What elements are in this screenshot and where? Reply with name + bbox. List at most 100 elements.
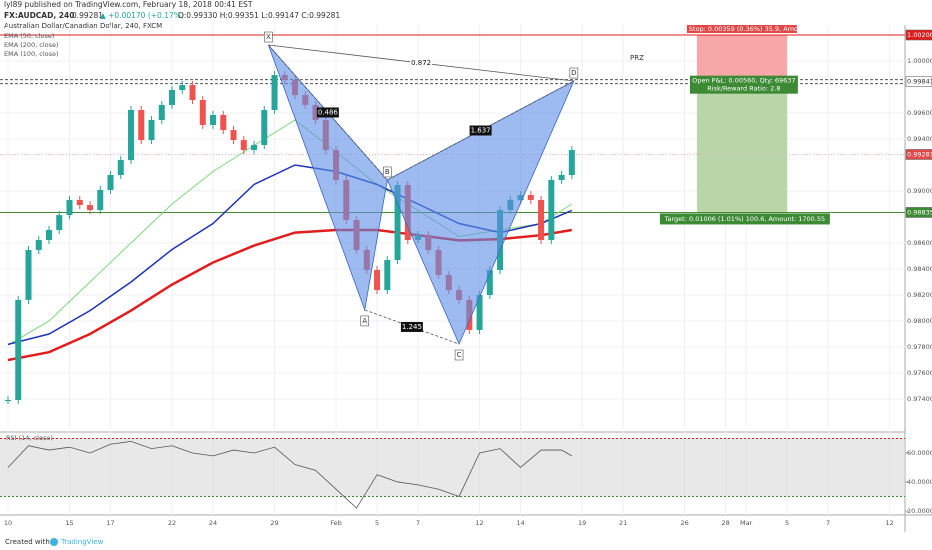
point-box	[383, 166, 392, 178]
x-tick-label: 5	[785, 519, 789, 527]
stop-text: Stop: 0.00359 (0.36%) 35.9, Amount: 750	[689, 25, 826, 33]
ratio-box	[469, 125, 492, 136]
pnl-box	[689, 75, 798, 94]
ratio-box	[410, 58, 433, 69]
point-box	[264, 31, 273, 43]
candle	[189, 85, 196, 101]
x-tick-label: Mar	[740, 519, 753, 527]
candle	[486, 270, 493, 295]
logo	[50, 538, 58, 546]
x-tick-label: 22	[168, 519, 176, 527]
y-tick-label: 0.99400	[907, 135, 932, 143]
stop-box	[686, 25, 797, 34]
y-tick-label: 0.98000	[907, 317, 932, 325]
candle	[35, 240, 42, 251]
point-box	[360, 315, 369, 327]
candle	[25, 250, 32, 300]
candle	[374, 270, 381, 291]
price-label: 1.00200	[907, 31, 932, 39]
rsi-tick-label: 20.0000	[907, 507, 932, 515]
x-tick-label: 17	[106, 519, 114, 527]
candle	[210, 114, 217, 125]
change: ▲ +0.00170 (+0.17%)	[100, 11, 184, 20]
candle	[251, 144, 258, 151]
footer-brand[interactable]: TradingView	[60, 538, 104, 546]
candle	[220, 114, 227, 131]
candle	[538, 199, 545, 241]
y-tick-label: 0.99000	[907, 187, 932, 195]
x-tick-label: 12	[885, 519, 893, 527]
rr-text: Risk/Reward Ratio: 2.8	[707, 85, 780, 93]
x-tick-label: 5	[375, 519, 379, 527]
x-tick-label: 10	[4, 519, 12, 527]
candle	[169, 89, 176, 105]
x-tick-label: 14	[516, 519, 524, 527]
y-tick-label: 0.97600	[907, 369, 932, 377]
candle	[66, 199, 73, 216]
y-tick-label: 0.97800	[907, 343, 932, 351]
x-tick-label: 29	[270, 519, 278, 527]
legend-entry: EMA (100, close)	[4, 50, 59, 58]
x-tick-label: 15	[65, 519, 73, 527]
candle	[199, 100, 206, 125]
y-tick-label: 0.98600	[907, 239, 932, 247]
candle	[15, 299, 22, 401]
point-label: D	[571, 69, 576, 77]
candle	[240, 140, 247, 151]
legend-entry: EMA (200, close)	[4, 41, 59, 49]
publisher: lyl89 published on TradingView.com, Febr…	[4, 0, 253, 9]
symbol: FX:AUDCAD, 240	[4, 11, 74, 20]
candle	[527, 195, 534, 200]
candle	[271, 75, 278, 111]
candle	[117, 160, 124, 176]
candle	[558, 175, 565, 180]
price-label: 0.99841	[907, 78, 932, 86]
candle	[261, 110, 268, 145]
candle	[138, 110, 145, 141]
x-tick-label: 26	[680, 519, 688, 527]
x-tick-label: 21	[619, 519, 627, 527]
y-tick-label: 0.99600	[907, 109, 932, 117]
candle	[230, 130, 237, 141]
candle	[476, 294, 483, 330]
candle	[394, 185, 401, 261]
point-label: C	[457, 351, 462, 359]
price-label-box	[905, 207, 932, 218]
candle	[4, 400, 11, 402]
legend-entry: EMA (50, close)	[4, 32, 54, 40]
rsi-band	[0, 438, 905, 497]
y-tick-label: 0.98200	[907, 291, 932, 299]
point-box	[454, 349, 464, 361]
ohlc: O:0.99330 H:0.99351 L:0.99147 C:0.99281	[178, 11, 340, 20]
point-box	[569, 67, 579, 79]
price-label: 0.98835	[907, 208, 932, 216]
price-label-box	[905, 76, 932, 87]
candle	[158, 104, 165, 121]
x-tick-label: 24	[209, 519, 217, 527]
price-label-box	[905, 149, 932, 160]
rsi-tick-label: 60.0000	[907, 449, 932, 457]
ratio-box	[316, 107, 339, 118]
candle	[179, 85, 186, 90]
point-label: X	[266, 33, 271, 41]
stop-zone	[696, 35, 788, 82]
price-label-box	[905, 29, 932, 41]
instrument: Australian Dollar/Canadian Dollar, 240, …	[4, 22, 162, 30]
candle	[56, 215, 63, 230]
target-zone	[696, 81, 788, 213]
point-label: B	[385, 168, 390, 176]
candle	[548, 179, 555, 241]
footer-text: Created with	[5, 538, 50, 546]
last-price: 0.99281	[72, 11, 103, 20]
point-label: A	[362, 317, 367, 325]
target-box	[659, 213, 830, 225]
x-tick-label: 28	[721, 519, 729, 527]
x-tick-label: 7	[416, 519, 420, 527]
x-tick-label: 7	[826, 519, 830, 527]
candle	[76, 199, 83, 206]
pnl-text: Open P&L: 0.00560, Qty: 69637	[692, 77, 795, 85]
candle	[148, 120, 155, 141]
price-label: 0.99281	[907, 150, 932, 158]
zone-label: PRZ	[630, 54, 644, 62]
